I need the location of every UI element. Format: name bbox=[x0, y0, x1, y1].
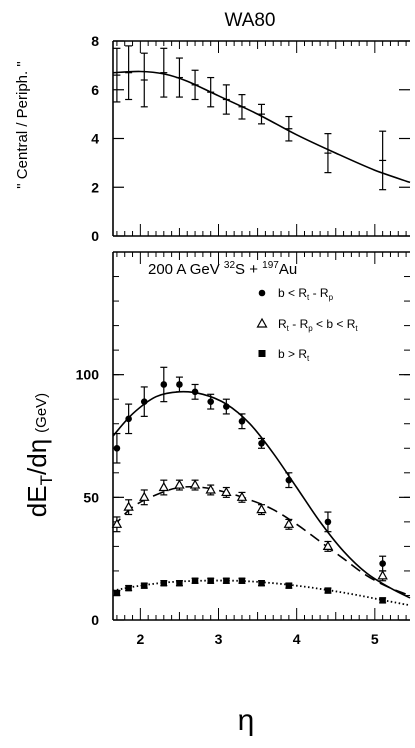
y-tick-label: 0 bbox=[91, 228, 99, 244]
x-tick-label: 3 bbox=[215, 631, 223, 647]
legend-marker-circle bbox=[258, 289, 266, 297]
data-point-s1 bbox=[223, 403, 230, 410]
ylabel-unit: (GeV) bbox=[33, 393, 50, 433]
data-point-s2 bbox=[111, 518, 123, 528]
data-point-s1 bbox=[125, 415, 132, 423]
data-point-s3 bbox=[176, 580, 183, 587]
data-point-s1 bbox=[160, 381, 168, 388]
fit-curve-series-1 bbox=[112, 390, 411, 599]
legend: b < Rt - Rp Rt - Rp < b < Rt b > Rt bbox=[256, 286, 358, 363]
data-point-s1 bbox=[379, 560, 386, 567]
y-tick-label: 6 bbox=[91, 82, 99, 98]
y-tick-label: 4 bbox=[91, 131, 99, 147]
y-tick-label: 50 bbox=[83, 489, 99, 505]
legend-label-2: Rt - Rp < b < Rt bbox=[278, 317, 358, 333]
data-point-s2 bbox=[236, 491, 248, 501]
data-point-s3 bbox=[113, 589, 121, 597]
data-point-s1 bbox=[258, 440, 265, 447]
ylabel-sub: T bbox=[37, 475, 56, 485]
annotation-sup2: 197 bbox=[262, 260, 279, 271]
data-point-s1 bbox=[113, 444, 121, 452]
data-point-s1 bbox=[140, 398, 148, 405]
data-point-s1 bbox=[207, 398, 214, 405]
y-tick-label: 2 bbox=[91, 179, 99, 195]
fit-curve-series-3 bbox=[112, 579, 411, 607]
annotation-suffix: Au bbox=[279, 261, 297, 278]
data-point-s2 bbox=[256, 503, 267, 514]
y-tick-label: 100 bbox=[76, 367, 100, 383]
data-point-s3 bbox=[223, 577, 230, 584]
annotation-mid: S + bbox=[235, 261, 262, 278]
x-axis-label: η bbox=[238, 704, 255, 737]
chart-title: WA80 bbox=[224, 10, 275, 31]
annotation-sup1: 32 bbox=[224, 260, 236, 271]
data-point-s1 bbox=[176, 381, 183, 388]
y-tick-label: 0 bbox=[91, 612, 99, 628]
legend-marker-square bbox=[258, 350, 266, 357]
data-point-s1 bbox=[324, 518, 332, 526]
top-y-axis-label: " Central / Periph. " bbox=[14, 61, 31, 188]
data-point-s2 bbox=[139, 491, 150, 501]
annotation-prefix: 200 A GeV bbox=[148, 261, 224, 278]
data-point-s1 bbox=[285, 476, 293, 484]
ylabel-main: dE bbox=[22, 485, 52, 517]
x-tick-label: 4 bbox=[293, 631, 301, 647]
data-point-s3 bbox=[379, 597, 386, 604]
legend-item-2: Rt - Rp < b < Rt bbox=[256, 317, 358, 333]
x-tick-label: 5 bbox=[371, 631, 379, 647]
data-point-s2 bbox=[189, 479, 201, 489]
data-point-s1 bbox=[238, 417, 246, 425]
collision-annotation: 200 A GeV 32S + 197Au bbox=[148, 260, 297, 278]
data-point-s3 bbox=[125, 584, 132, 592]
x-tick-label: 2 bbox=[136, 631, 144, 647]
legend-label-3: b > Rt bbox=[278, 347, 310, 363]
ylabel-tail: /dη bbox=[22, 439, 52, 475]
data-point-s2 bbox=[174, 479, 185, 489]
data-point-s2 bbox=[221, 486, 232, 497]
data-point-s3 bbox=[207, 577, 214, 584]
legend-item-1: b < Rt - Rp bbox=[258, 286, 334, 302]
data-point-s3 bbox=[285, 582, 293, 589]
fit-curve bbox=[112, 70, 411, 184]
bottom-panel: 0 50 100 2 3 4 5 bbox=[76, 251, 411, 647]
data-point-s3 bbox=[324, 587, 332, 594]
legend-label-1: b < Rt - Rp bbox=[278, 286, 334, 302]
fit-curve-series-2 bbox=[112, 485, 411, 597]
data-point-s2 bbox=[123, 501, 134, 511]
data-point-s1 bbox=[191, 388, 199, 396]
bottom-y-axis-label: dET/dη (GeV) bbox=[22, 393, 56, 517]
data-point-s3 bbox=[160, 580, 168, 587]
legend-item-3: b > Rt bbox=[258, 347, 310, 363]
data-point-s3 bbox=[258, 580, 265, 587]
data-point-s2 bbox=[158, 481, 170, 492]
top-panel: 0 2 4 6 8 bbox=[91, 33, 411, 244]
legend-marker-triangle bbox=[256, 317, 268, 328]
data-point-s2 bbox=[322, 540, 334, 551]
data-point-s2 bbox=[283, 518, 295, 528]
data-point-s3 bbox=[238, 577, 246, 584]
data-point-s2 bbox=[377, 570, 388, 580]
y-tick-label: 8 bbox=[91, 33, 99, 49]
data-point-s3 bbox=[191, 577, 199, 584]
data-point-s2 bbox=[205, 484, 216, 494]
data-point-s3 bbox=[141, 582, 148, 589]
